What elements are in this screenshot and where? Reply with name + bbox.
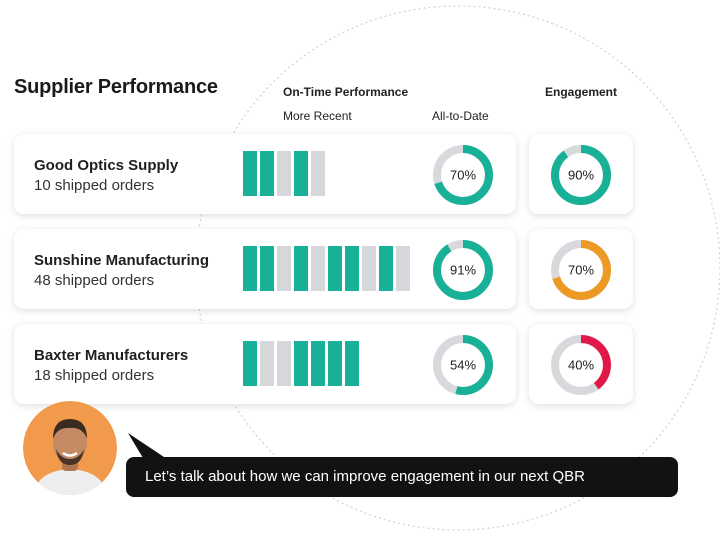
on-time-bar [328,341,342,386]
donut-progress-arc [433,240,493,300]
supplier-name: Good Optics Supply [34,157,179,174]
on-time-bar [328,246,342,291]
on-time-bar [243,341,257,386]
supplier-orders: 48 shipped orders [34,272,155,289]
supplier-name: Baxter Manufacturers [34,347,189,364]
late-bar [260,341,274,386]
all-to-date-donut: 70% [433,145,493,205]
all-to-date-value: 54% [450,358,476,373]
page-title: Supplier Performance [14,76,218,98]
on-time-bar [311,341,325,386]
chat-message-text: Let’s talk about how we can improve enga… [145,468,585,485]
on-time-bar [243,246,257,291]
on-time-bar [345,341,359,386]
on-time-bar [243,151,257,196]
engagement-value: 90% [568,168,594,183]
on-time-bar [260,151,274,196]
chat-message-bubble: Let’s talk about how we can improve enga… [126,457,678,497]
donut-progress-arc [551,240,611,300]
speech-bubble-tail [128,433,170,463]
late-bar [396,246,410,291]
header-on-time-performance: On-Time Performance [283,85,409,99]
header-all-to-date: All-to-Date [432,109,489,123]
engagement-donut: 70% [551,240,611,300]
all-to-date-value: 91% [450,263,476,278]
supplier-row-sunshine[interactable]: Sunshine Manufacturing 48 shipped orders… [14,229,516,309]
supplier-row-baxter[interactable]: Baxter Manufacturers 18 shipped orders 5… [14,324,516,404]
engagement-donut: 40% [551,335,611,395]
all-to-date-donut: 54% [433,335,493,395]
late-bar [277,151,291,196]
donut-progress-arc [551,145,611,205]
engagement-card-baxter[interactable]: 40% [529,324,633,404]
recent-performance-bars [243,246,413,291]
on-time-bar [294,246,308,291]
person-avatar-icon [23,401,117,495]
engagement-donut: 90% [551,145,611,205]
engagement-card-good-optics[interactable]: 90% [529,134,633,214]
late-bar [277,341,291,386]
late-bar [362,246,376,291]
on-time-bar [294,151,308,196]
recent-performance-bars [243,341,362,386]
header-engagement: Engagement [545,85,618,99]
on-time-bar [294,341,308,386]
donut-progress-arc [433,145,493,205]
recent-performance-bars [243,151,328,196]
all-to-date-value: 70% [450,168,476,183]
donut-progress-arc [551,335,611,395]
late-bar [277,246,291,291]
supplier-orders: 18 shipped orders [34,367,155,384]
donut-progress-arc [433,335,493,395]
supplier-name: Sunshine Manufacturing [34,252,210,269]
engagement-value: 40% [568,358,594,373]
all-to-date-donut: 91% [433,240,493,300]
supplier-orders: 10 shipped orders [34,177,155,194]
engagement-card-sunshine[interactable]: 70% [529,229,633,309]
on-time-bar [379,246,393,291]
late-bar [311,151,325,196]
late-bar [311,246,325,291]
on-time-bar [260,246,274,291]
avatar[interactable] [23,401,117,495]
header-more-recent: More Recent [283,109,352,123]
supplier-row-good-optics[interactable]: Good Optics Supply 10 shipped orders 70% [14,134,516,214]
engagement-value: 70% [568,263,594,278]
on-time-bar [345,246,359,291]
